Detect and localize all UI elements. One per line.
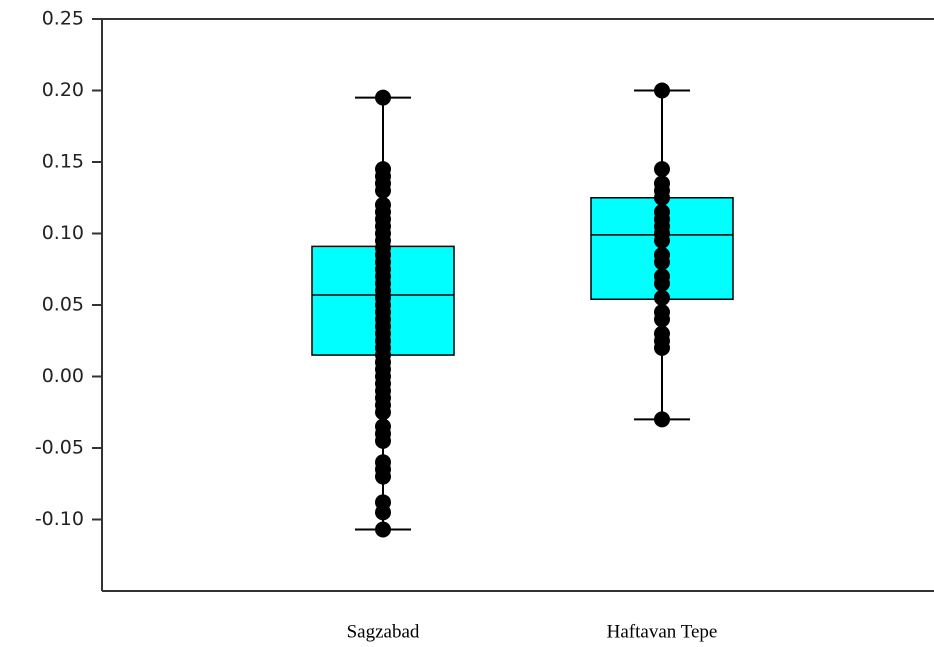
point — [654, 175, 670, 192]
y-tick-label: -0.05 — [35, 437, 84, 459]
point — [654, 161, 670, 178]
y-tick-label: 0.15 — [42, 151, 84, 173]
point — [654, 304, 670, 321]
y-tick-label: 0.20 — [42, 79, 84, 101]
y-tick-label: -0.10 — [35, 508, 84, 530]
y-tick-label: 0.10 — [42, 222, 84, 244]
x-tick-label: Haftavan Tepe — [607, 621, 718, 642]
point — [654, 325, 670, 342]
point — [375, 494, 391, 511]
point — [375, 454, 391, 471]
point — [654, 289, 670, 306]
point — [375, 89, 391, 106]
point — [654, 82, 670, 99]
y-tick-label: 0.00 — [42, 365, 84, 387]
y-tick-label: 0.05 — [42, 294, 84, 316]
point — [375, 161, 391, 178]
point — [654, 204, 670, 221]
x-tick-label: Sagzabad — [347, 621, 420, 642]
point — [375, 196, 391, 213]
point — [654, 268, 670, 285]
point — [654, 246, 670, 263]
point — [654, 411, 670, 428]
point — [375, 521, 391, 538]
point — [375, 418, 391, 435]
y-tick-label: 0.25 — [42, 8, 84, 30]
